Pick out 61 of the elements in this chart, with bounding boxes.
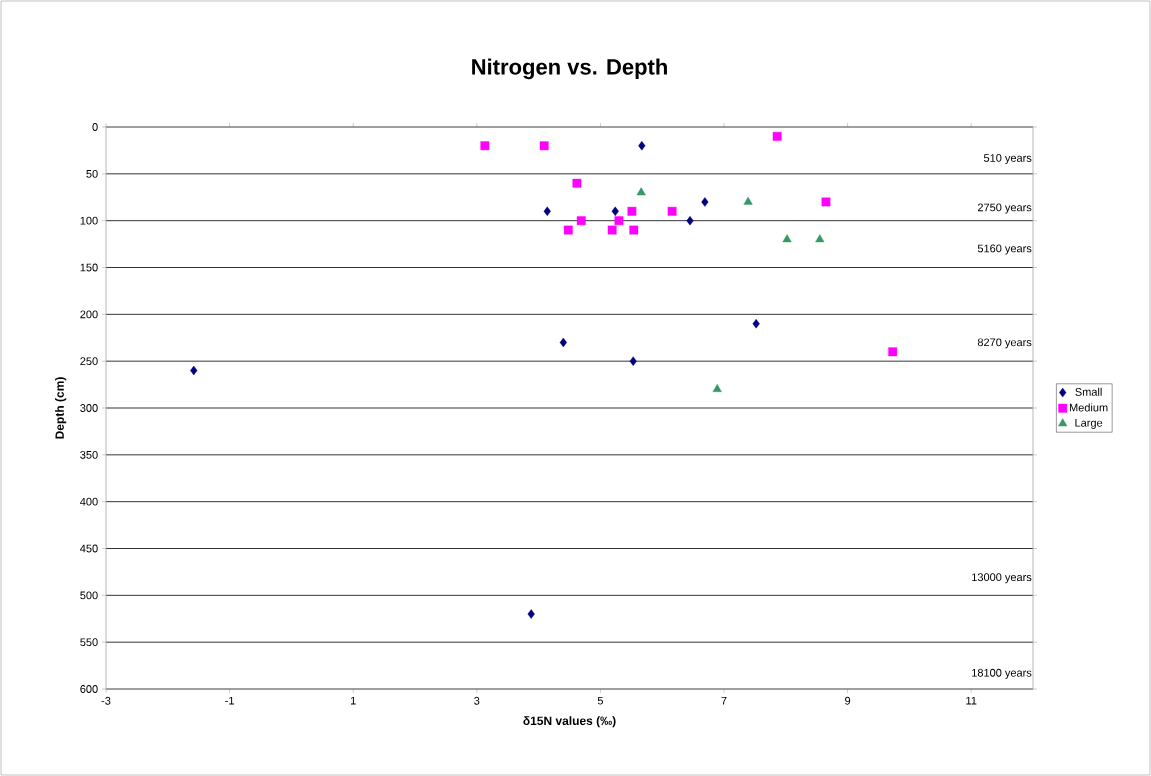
y-tick-label: 50 (86, 169, 98, 178)
annotation: 510 years (983, 154, 1032, 165)
point (638, 141, 646, 151)
point (190, 365, 198, 376)
point (572, 178, 582, 188)
x-tick-label: 3 (474, 696, 480, 705)
point (480, 141, 490, 151)
y-tick-label: 250 (80, 357, 98, 366)
point (686, 215, 694, 226)
y-tick-label: 0 (92, 123, 98, 131)
point (629, 356, 637, 366)
y-tick-label: 400 (80, 497, 98, 506)
chart-title: Nitrogen vs. Depth (472, 58, 667, 80)
point (636, 187, 646, 196)
annotation: 13000 years (972, 573, 1032, 584)
point (701, 197, 709, 207)
legend-label: Small (1075, 387, 1102, 396)
point (815, 234, 825, 243)
annotation: 18100 years (972, 668, 1032, 679)
x-tick-label: 7 (721, 696, 727, 705)
y-tick-label: 300 (80, 404, 98, 412)
x-tick-label: -1 (225, 696, 234, 705)
y-tick-label: 550 (80, 638, 98, 647)
point (607, 225, 617, 235)
annotation: 5160 years (977, 244, 1032, 255)
point (629, 225, 639, 235)
x-tick-label: -3 (101, 696, 111, 705)
point (559, 337, 567, 348)
y-tick-label: 100 (80, 216, 98, 225)
point (712, 384, 722, 392)
y-tick-label: 150 (80, 263, 98, 272)
point (752, 319, 760, 329)
point (782, 234, 792, 243)
point (611, 206, 619, 216)
point (539, 141, 549, 151)
point (743, 196, 753, 205)
annotation: 2750 years (977, 203, 1032, 214)
y-tick-label: 350 (80, 450, 98, 459)
point (563, 225, 573, 235)
y-axis-title: Depth (cm) (55, 377, 67, 439)
point (772, 131, 782, 141)
point (667, 206, 677, 216)
legend-label: Large (1075, 419, 1103, 429)
x-tick-label: 5 (597, 696, 603, 705)
y-tick-label: 200 (80, 310, 98, 319)
y-tick-label: 500 (80, 591, 98, 600)
x-axis-title: δ15N values (‰) (523, 716, 616, 728)
annotation: 8270 years (977, 338, 1032, 349)
point (614, 216, 624, 226)
point (821, 197, 831, 207)
x-tick-label: 1 (350, 696, 356, 705)
y-tick-label: 450 (80, 544, 98, 553)
point (627, 206, 637, 216)
y-tick-label: 600 (80, 685, 98, 693)
x-tick-label: 11 (966, 696, 977, 705)
x-tick-label: 9 (845, 696, 851, 705)
point (527, 609, 535, 619)
legend-label: Medium (1069, 403, 1108, 412)
point (888, 347, 898, 357)
point (576, 216, 586, 226)
point (543, 206, 551, 216)
